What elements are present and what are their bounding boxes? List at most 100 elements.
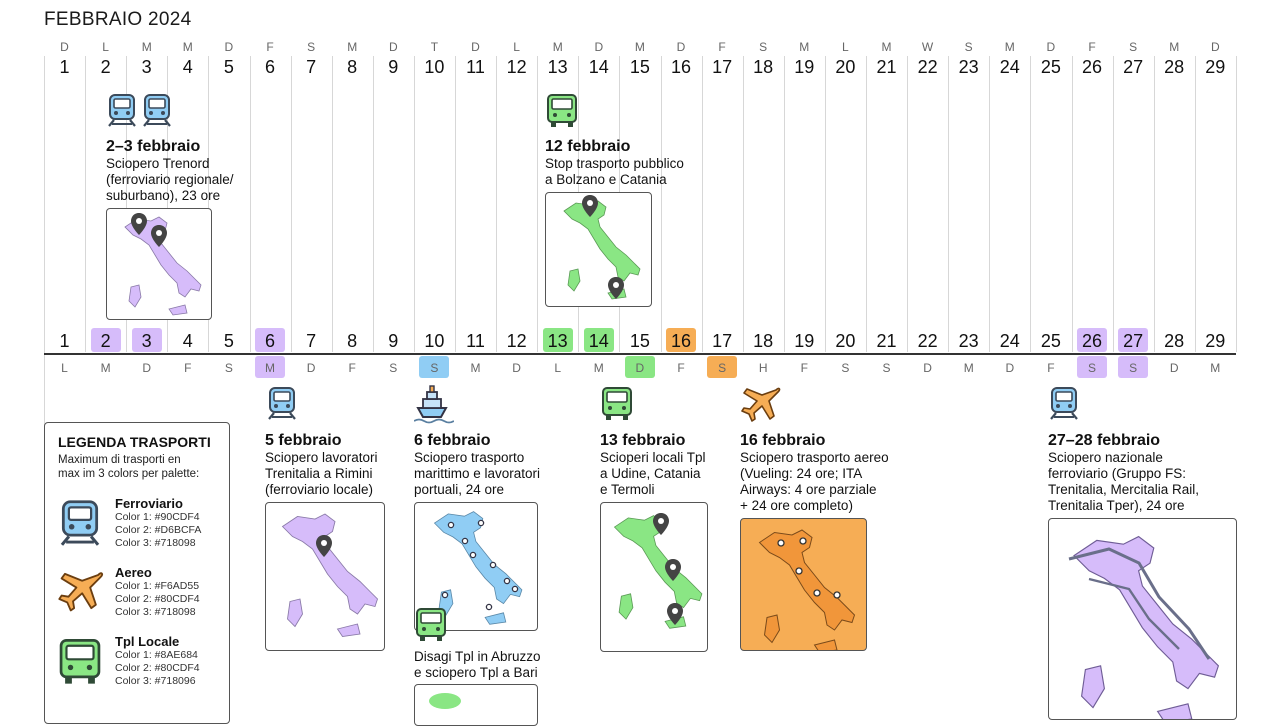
legend-color: Color 1: #90CDF4 — [115, 511, 200, 523]
weekday-label-axis: F — [677, 361, 685, 375]
weekday-label-top: T — [430, 40, 439, 54]
bus-icon — [59, 639, 101, 685]
day-number-top: 17 — [712, 57, 733, 77]
weekday-label-axis: F — [184, 361, 192, 375]
weekday-label-axis: S — [224, 361, 233, 375]
event-description: Sciopero lavoratori Trenitalia a Rimini … — [265, 450, 378, 497]
train-icon — [142, 93, 172, 128]
grid-line — [331, 56, 333, 352]
weekday-label-top: M — [1004, 40, 1015, 54]
grid-line — [537, 56, 539, 352]
day-number-axis: 18 — [753, 331, 774, 351]
grid-line — [290, 56, 292, 352]
weekday-label-axis: S — [430, 361, 439, 375]
weekday-label-top: D — [594, 40, 604, 54]
weekday-highlight — [707, 356, 738, 378]
map-italy-udine-catania-termoli — [600, 502, 708, 652]
grid-line — [742, 56, 744, 352]
event-16-febbraio: 16 febbraio Sciopero trasporto aereo (Vu… — [740, 431, 920, 514]
day-number-top: 12 — [506, 57, 527, 77]
day-number-axis: 29 — [1205, 331, 1226, 351]
day-number-top: 5 — [223, 57, 234, 77]
plane-icon — [741, 387, 781, 422]
weekday-label-top: L — [513, 40, 520, 54]
legend-item-name: Aereo — [115, 565, 152, 580]
event-date: 2–3 febbraio — [106, 138, 201, 155]
event-5-febbraio: 5 febbraio Sciopero lavoratori Trenitali… — [265, 431, 410, 498]
weekday-label-top: D — [224, 40, 234, 54]
weekday-label-axis: M — [470, 361, 481, 375]
weekday-label-axis: D — [142, 361, 152, 375]
day-number-axis: 11 — [466, 331, 485, 351]
weekday-label-axis: M — [1210, 361, 1221, 375]
day-number-top: 3 — [141, 57, 152, 77]
grid-line — [701, 56, 703, 352]
weekday-highlight — [255, 356, 285, 378]
day-number-axis: 1 — [59, 331, 70, 351]
day-number-top: 28 — [1164, 57, 1185, 77]
day-number-axis: 15 — [629, 331, 650, 351]
weekday-label-top: S — [307, 40, 316, 54]
day-highlight — [1077, 328, 1107, 352]
day-number-top: 4 — [182, 57, 193, 77]
event-description: Sciopero nazionale ferroviario (Gruppo F… — [1048, 450, 1200, 513]
day-highlight — [542, 328, 573, 352]
day-number-axis: 9 — [388, 331, 399, 351]
day-number-top: 11 — [466, 57, 485, 77]
grid-line — [824, 56, 826, 352]
day-number-top: 29 — [1205, 57, 1226, 77]
event-27-28-febbraio: 27–28 febbraio Sciopero nazionale ferrov… — [1048, 431, 1228, 514]
day-number-top: 15 — [629, 57, 650, 77]
map-italy-bolzano-catania — [545, 192, 652, 307]
weekday-highlight — [1077, 356, 1107, 378]
grid-line — [1071, 56, 1073, 352]
day-number-top: 23 — [958, 57, 979, 77]
page-title: FEBBRAIO 2024 — [44, 9, 192, 30]
grid-line — [660, 56, 662, 352]
event-description: Scioperi locali Tpl a Udine, Catania e T… — [600, 450, 706, 497]
event-2-3-febbraio: 2–3 febbraio Sciopero Trenord (ferroviar… — [106, 137, 266, 204]
map-italy-rimini — [265, 502, 385, 651]
event-date: 5 febbraio — [265, 432, 342, 449]
day-number-axis: 13 — [547, 331, 568, 351]
weekday-label-axis: F — [800, 361, 808, 375]
day-number-top: 6 — [264, 57, 275, 77]
grid-line — [126, 56, 128, 352]
event-date: 12 febbraio — [545, 138, 631, 155]
weekday-label-axis: D — [923, 361, 932, 375]
day-highlight — [255, 328, 285, 352]
bus-icon — [602, 387, 632, 421]
weekday-label-top: M — [182, 40, 193, 54]
day-number-top: 1 — [59, 57, 70, 77]
weekday-label-top: F — [718, 40, 726, 54]
weekday-label-top: D — [1210, 40, 1220, 54]
legend-item-name: Ferroviario — [115, 496, 183, 511]
legend-color: Color 2: #D6BCFA — [115, 524, 202, 536]
weekday-label-top: S — [964, 40, 973, 54]
event-abruzzo-bari: Disagi Tpl in Abruzzo e sciopero Tpl a B… — [414, 649, 574, 681]
day-number-top: 20 — [835, 57, 856, 77]
weekday-label-top: F — [266, 40, 274, 54]
weekday-label-axis: H — [758, 361, 768, 375]
legend-title: LEGENDA TRASPORTI — [58, 434, 211, 450]
weekday-label-top: S — [1129, 40, 1138, 54]
day-highlight — [90, 328, 121, 352]
grid-line — [907, 56, 909, 352]
train-icon — [107, 93, 137, 128]
event-date: 13 febbraio — [600, 432, 686, 449]
legend-color: Color 3: #718096 — [115, 675, 196, 687]
day-highlight — [666, 328, 696, 352]
weekday-label-axis: L — [554, 361, 562, 375]
day-number-axis: 20 — [835, 331, 856, 351]
weekday-label-top: M — [552, 40, 563, 54]
event-description: Disagi Tpl in Abruzzo e sciopero Tpl a B… — [414, 649, 541, 680]
day-number-axis: 26 — [1081, 331, 1103, 351]
grid-line — [413, 56, 415, 352]
day-number-axis: 3 — [141, 331, 152, 351]
day-number-axis: 19 — [794, 331, 815, 351]
train-icon — [1049, 386, 1079, 421]
day-number-axis: 17 — [712, 331, 733, 351]
bus-icon — [547, 94, 577, 128]
grid-line — [455, 56, 456, 352]
grid-line — [783, 56, 785, 352]
